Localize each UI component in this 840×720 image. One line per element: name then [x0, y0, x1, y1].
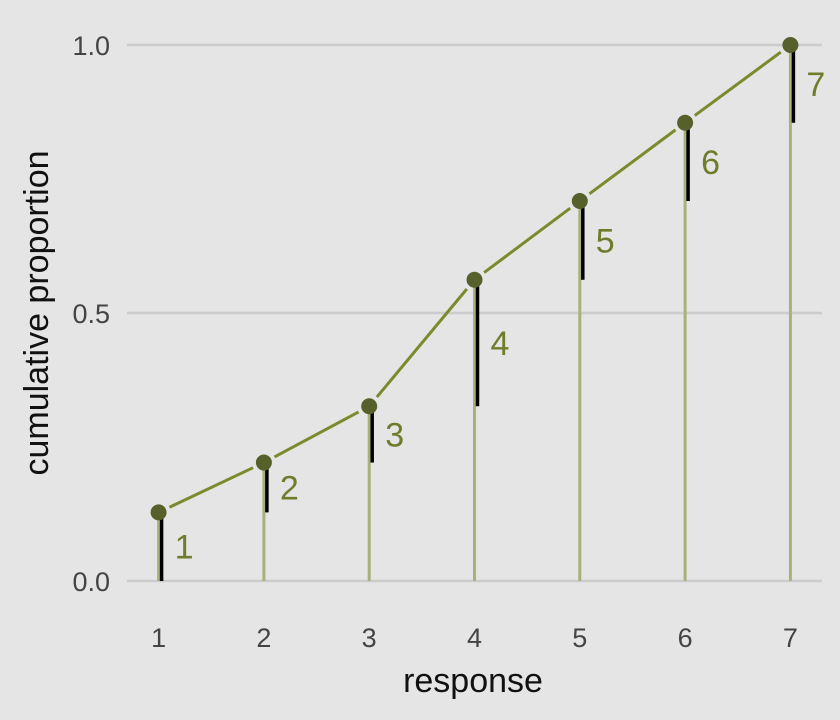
- cumulative-line: [168, 50, 782, 509]
- x-tick-label: 3: [362, 623, 377, 653]
- point-labels: 1 2 3 4 5 6 7: [175, 66, 826, 567]
- x-tick-label: 5: [572, 623, 587, 653]
- y-tick-label: 0.0: [72, 567, 110, 597]
- stems: [157, 45, 792, 581]
- data-point: [677, 114, 694, 131]
- x-tick-label: 7: [783, 623, 798, 653]
- data-point: [361, 398, 378, 415]
- line-segment: [375, 288, 468, 399]
- y-tick-label: 0.5: [72, 299, 110, 329]
- points: [150, 37, 799, 521]
- point-label: 1: [175, 529, 194, 567]
- x-tick-label: 4: [467, 623, 482, 653]
- line-segment: [588, 128, 677, 196]
- point-label: 4: [491, 325, 510, 363]
- x-tick-label: 1: [151, 623, 166, 653]
- point-label: 2: [280, 469, 299, 507]
- x-tick-label: 6: [678, 623, 693, 653]
- data-point: [466, 271, 483, 288]
- data-point: [150, 504, 167, 521]
- y-axis-ticks: 0.0 0.5 1.0: [72, 31, 110, 597]
- line-segment: [168, 466, 254, 509]
- point-label: 5: [596, 222, 615, 260]
- y-tick-label: 1.0: [72, 31, 110, 61]
- x-axis-title: response: [403, 662, 543, 700]
- increment-bars: [159, 50, 796, 581]
- data-point: [571, 192, 588, 209]
- line-segment: [273, 410, 360, 459]
- point-label: 6: [701, 144, 720, 182]
- line-segment: [693, 50, 782, 117]
- data-point: [782, 37, 799, 53]
- x-axis-ticks: 1 2 3 4 5 6 7: [151, 623, 798, 653]
- y-axis-title: cumulative proportion: [18, 150, 56, 475]
- x-tick-label: 2: [256, 623, 271, 653]
- line-segment: [483, 206, 572, 274]
- point-label: 3: [385, 416, 404, 454]
- data-point: [255, 454, 272, 471]
- point-label: 7: [806, 66, 825, 104]
